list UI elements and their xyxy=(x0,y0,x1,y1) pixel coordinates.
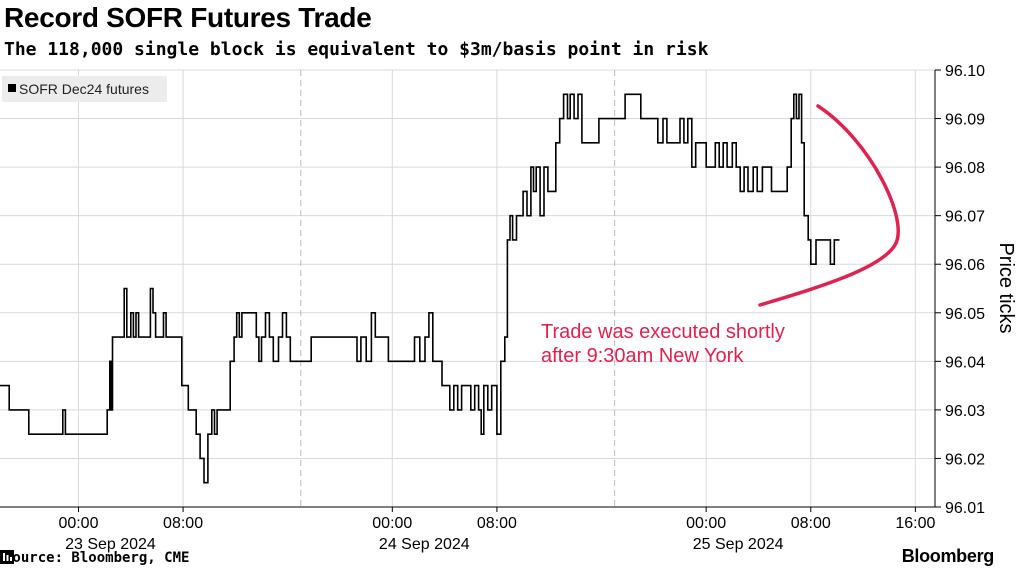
chart-title: Record SOFR Futures Trade xyxy=(4,2,372,33)
series-layer xyxy=(0,93,840,484)
legend-swatch xyxy=(8,84,16,92)
x-date-label: 24 Sep 2024 xyxy=(379,536,470,553)
y-tick-label: 96.02 xyxy=(945,451,985,468)
y-tick-label: 96.10 xyxy=(945,63,985,80)
chart-subtitle: The 118,000 single block is equivalent t… xyxy=(4,39,709,60)
grid xyxy=(0,69,935,508)
bloomberg-terminal-icon xyxy=(0,550,14,564)
x-date-label: 25 Sep 2024 xyxy=(693,536,784,553)
y-tick-label: 96.09 xyxy=(945,112,985,129)
annotation-line: after 9:30am New York xyxy=(541,345,744,367)
x-tick-label: 00:00 xyxy=(372,515,412,532)
annotation-text: Trade was executed shortly after 9:30am N… xyxy=(541,321,785,367)
y-tick-label: 96.06 xyxy=(945,257,985,274)
x-tick-label: 08:00 xyxy=(163,515,203,532)
annotation-curve xyxy=(758,104,900,307)
x-tick-label: 08:00 xyxy=(791,515,831,532)
x-tick-label: 16:00 xyxy=(895,515,935,532)
bloomberg-logo: Bloomberg xyxy=(901,546,995,566)
series-line xyxy=(0,93,840,484)
legend-box xyxy=(2,76,167,102)
axes: 96.01 96.02 96.03 96.04 96.05 96.06 96.07 96.08… xyxy=(0,63,1017,553)
y-tick-label: 96.04 xyxy=(945,354,985,371)
legend: SOFR Dec24 futures xyxy=(2,76,167,102)
y-tick-label: 96.08 xyxy=(945,160,985,177)
y-tick-label: 96.07 xyxy=(945,209,985,226)
x-tick-label: 00:00 xyxy=(58,515,98,532)
y-tick-label: 96.03 xyxy=(945,403,985,420)
annotation-line: Trade was executed shortly xyxy=(541,321,785,343)
x-date-label: 23 Sep 2024 xyxy=(65,536,156,553)
y-axis-title: Price ticks xyxy=(995,242,1017,333)
x-tick-label: 00:00 xyxy=(686,515,726,532)
y-tick-label: 96.05 xyxy=(945,306,985,323)
y-tick-label: 96.01 xyxy=(945,500,985,517)
x-tick-label: 08:00 xyxy=(477,515,517,532)
annotation-layer: Trade was executed shortly after 9:30am N… xyxy=(541,104,900,367)
legend-label: SOFR Dec24 futures xyxy=(19,81,149,97)
source-note: Source: Bloomberg, CME xyxy=(4,550,190,566)
